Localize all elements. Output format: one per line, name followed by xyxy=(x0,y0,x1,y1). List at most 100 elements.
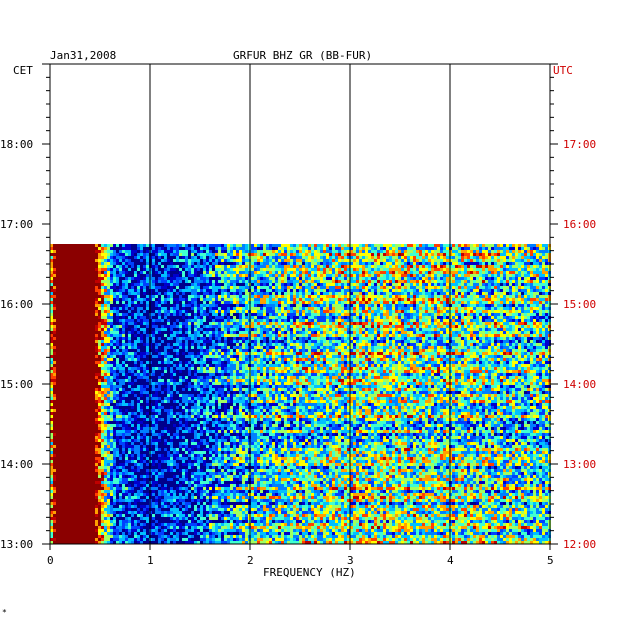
heatmap-cell xyxy=(536,325,539,328)
heatmap-cell xyxy=(338,322,341,325)
heatmap-cell xyxy=(518,244,521,247)
heatmap-cell xyxy=(377,247,380,250)
heatmap-cell xyxy=(512,328,515,331)
heatmap-cell xyxy=(482,262,485,265)
heatmap-cell xyxy=(404,295,407,298)
heatmap-cell xyxy=(122,250,125,253)
heatmap-cell xyxy=(362,283,365,286)
heatmap-cell xyxy=(383,310,386,313)
heatmap-cell xyxy=(122,256,125,259)
heatmap-cell xyxy=(230,265,233,268)
heatmap-cell xyxy=(89,265,92,268)
heatmap-cell xyxy=(461,316,464,319)
heatmap-cell xyxy=(377,301,380,304)
heatmap-cell xyxy=(500,250,503,253)
heatmap-cell xyxy=(455,265,458,268)
heatmap-cell xyxy=(191,301,194,304)
heatmap-cell xyxy=(212,262,215,265)
heatmap-cell xyxy=(347,316,350,319)
heatmap-cell xyxy=(479,325,482,328)
heatmap-cell xyxy=(326,295,329,298)
heatmap-cell xyxy=(416,271,419,274)
heatmap-cell xyxy=(122,268,125,271)
heatmap-cell xyxy=(539,256,542,259)
heatmap-cell xyxy=(125,250,128,253)
heatmap-cell xyxy=(116,316,119,319)
heatmap-cell xyxy=(275,313,278,316)
heatmap-cell xyxy=(140,271,143,274)
heatmap-cell xyxy=(95,316,98,319)
heatmap-cell xyxy=(440,325,443,328)
heatmap-cell xyxy=(335,277,338,280)
heatmap-cell xyxy=(221,295,224,298)
heatmap-cell xyxy=(86,328,89,331)
heatmap-cell xyxy=(455,307,458,310)
heatmap-cell xyxy=(446,268,449,271)
heatmap-cell xyxy=(476,259,479,262)
heatmap-cell xyxy=(206,301,209,304)
heatmap-cell xyxy=(260,316,263,319)
heatmap-cell xyxy=(152,316,155,319)
heatmap-cell xyxy=(92,304,95,307)
heatmap-cell xyxy=(536,268,539,271)
heatmap-cell xyxy=(119,262,122,265)
heatmap-cell xyxy=(131,271,134,274)
heatmap-cell xyxy=(89,247,92,250)
heatmap-cell xyxy=(533,265,536,268)
heatmap-cell xyxy=(50,313,53,316)
heatmap-cell xyxy=(512,301,515,304)
heatmap-cell xyxy=(365,244,368,247)
heatmap-cell xyxy=(461,310,464,313)
heatmap-cell xyxy=(194,256,197,259)
heatmap-cell xyxy=(131,280,134,283)
heatmap-cell xyxy=(314,292,317,295)
heatmap-cell xyxy=(122,319,125,322)
heatmap-cell xyxy=(284,274,287,277)
heatmap-cell xyxy=(125,301,128,304)
heatmap-cells xyxy=(50,244,551,544)
heatmap-cell xyxy=(509,283,512,286)
heatmap-cell xyxy=(326,268,329,271)
heatmap-cell xyxy=(65,331,68,334)
heatmap-cell xyxy=(179,271,182,274)
heatmap-cell xyxy=(50,325,53,328)
heatmap-cell xyxy=(92,271,95,274)
heatmap-cell xyxy=(329,328,332,331)
heatmap-cell xyxy=(386,280,389,283)
heatmap-cell xyxy=(464,265,467,268)
heatmap-cell xyxy=(197,253,200,256)
heatmap-cell xyxy=(155,322,158,325)
heatmap-cell xyxy=(416,277,419,280)
heatmap-cell xyxy=(206,265,209,268)
heatmap-cell xyxy=(275,244,278,247)
heatmap-cell xyxy=(59,274,62,277)
heatmap-cell xyxy=(392,292,395,295)
heatmap-cell xyxy=(545,301,548,304)
heatmap-cell xyxy=(464,295,467,298)
heatmap-cell xyxy=(215,295,218,298)
heatmap-cell xyxy=(245,247,248,250)
heatmap-cell xyxy=(236,310,239,313)
heatmap-cell xyxy=(338,319,341,322)
heatmap-cell xyxy=(182,292,185,295)
heatmap-cell xyxy=(503,280,506,283)
heatmap-cell xyxy=(413,286,416,289)
heatmap-cell xyxy=(209,265,212,268)
heatmap-cell xyxy=(260,325,263,328)
heatmap-cell xyxy=(443,259,446,262)
heatmap-cell xyxy=(509,307,512,310)
heatmap-cell xyxy=(155,280,158,283)
heatmap-cell xyxy=(92,310,95,313)
heatmap-cell xyxy=(113,307,116,310)
heatmap-cell xyxy=(383,295,386,298)
heatmap-cell xyxy=(380,298,383,301)
heatmap-cell xyxy=(443,313,446,316)
heatmap-cell xyxy=(362,259,365,262)
heatmap-cell xyxy=(527,316,530,319)
heatmap-cell xyxy=(350,307,353,310)
heatmap-cell xyxy=(479,298,482,301)
heatmap-cell xyxy=(284,319,287,322)
heatmap-cell xyxy=(50,319,53,322)
heatmap-cell xyxy=(272,265,275,268)
heatmap-cell xyxy=(140,286,143,289)
